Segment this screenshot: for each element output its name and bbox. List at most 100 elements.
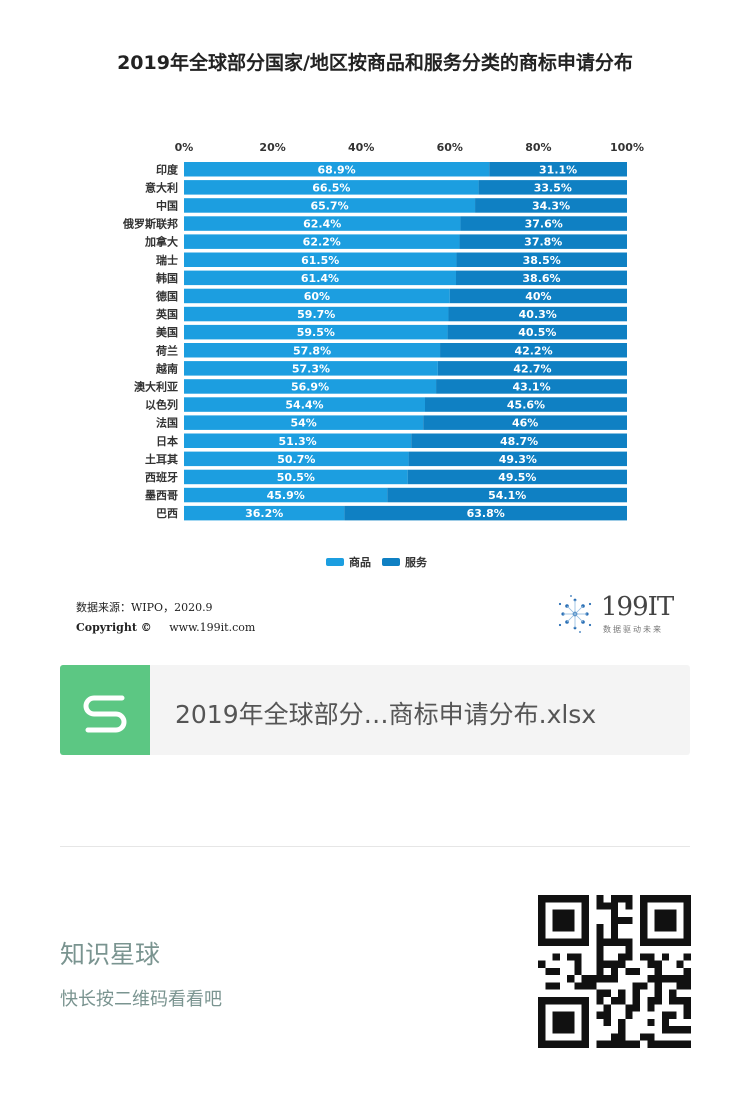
- data-label: 61.4%: [301, 272, 339, 285]
- bar-segment-services: [478, 180, 627, 195]
- bar-segment-services: [408, 451, 627, 467]
- data-label: 49.3%: [499, 453, 537, 466]
- bar-segment-goods: [184, 216, 461, 231]
- x-tick-label: 80%: [525, 141, 551, 154]
- file-name: 2019年全球部分…商标申请分布.xlsx: [175, 700, 597, 729]
- bar-segment-goods: [184, 306, 449, 322]
- data-label: 33.5%: [534, 181, 572, 194]
- category-label: 韩国: [156, 271, 178, 285]
- data-label: 45.6%: [507, 399, 545, 412]
- bar-segment-goods: [184, 252, 457, 267]
- data-label: 40.5%: [518, 326, 556, 339]
- bar-segment-services: [423, 415, 627, 430]
- data-label: 56.9%: [291, 380, 329, 393]
- bar-segment-goods: [184, 379, 437, 394]
- data-label: 61.5%: [301, 254, 339, 267]
- data-label: 54.4%: [285, 399, 323, 412]
- bar-segment-services: [437, 361, 627, 376]
- data-label: 40%: [525, 290, 551, 303]
- data-label: 49.5%: [498, 471, 536, 484]
- legend-label: 服务: [405, 555, 428, 569]
- category-label: 瑞士: [156, 253, 178, 267]
- data-label: 54.1%: [488, 489, 526, 502]
- bar-segment-goods: [184, 288, 450, 304]
- data-label: 62.2%: [303, 236, 341, 249]
- data-label: 50.7%: [277, 453, 315, 466]
- logo-199it: 199IT 数据驱动未来: [553, 592, 693, 636]
- copyright-line: Copyright © www.199it.com: [76, 618, 255, 638]
- category-label: 中国: [156, 198, 178, 212]
- x-tick-label: 40%: [348, 141, 374, 154]
- legend-swatch: [326, 558, 344, 566]
- data-label: 45.9%: [267, 489, 305, 502]
- data-label: 36.2%: [245, 507, 283, 520]
- bar-segment-services: [411, 433, 627, 448]
- category-label: 澳大利亚: [134, 379, 178, 393]
- dandelion-logo-icon: [558, 595, 592, 633]
- data-label: 34.3%: [532, 199, 570, 212]
- bar-segment-services: [449, 288, 627, 304]
- category-label: 加拿大: [144, 235, 178, 249]
- bar-segment-services: [489, 162, 627, 177]
- footer-title: 知识星球: [60, 940, 161, 969]
- category-label: 美国: [156, 325, 178, 339]
- category-label: 土耳其: [145, 452, 178, 466]
- bar-segment-services: [387, 487, 627, 503]
- bar-segment-goods: [184, 469, 408, 485]
- category-label: 墨西哥: [145, 489, 178, 502]
- legend-swatch: [382, 558, 400, 566]
- data-label: 54%: [290, 417, 316, 430]
- category-label: 德国: [155, 289, 178, 303]
- category-label: 俄罗斯联邦: [122, 217, 178, 231]
- bar-segment-services: [436, 379, 627, 394]
- data-label: 59.7%: [297, 308, 335, 321]
- category-label: 印度: [156, 162, 179, 176]
- data-label: 59.5%: [297, 326, 335, 339]
- spreadsheet-s-icon: [60, 665, 150, 755]
- bar-segment-services: [475, 198, 627, 213]
- copyright-label: Copyright ©: [76, 621, 152, 634]
- category-label: 法国: [156, 416, 178, 430]
- bar-segment-goods: [184, 162, 490, 177]
- x-tick-label: 0%: [175, 141, 194, 154]
- bar-segment-goods: [184, 451, 409, 467]
- data-label: 43.1%: [512, 380, 550, 393]
- data-label: 51.3%: [279, 435, 317, 448]
- copyright-url: www.199it.com: [169, 621, 256, 634]
- bar-segment-services: [447, 324, 627, 340]
- category-label: 意大利: [145, 180, 178, 194]
- data-label: 40.3%: [519, 308, 557, 321]
- bar-segment-goods: [184, 487, 388, 503]
- category-label: 日本: [156, 434, 178, 448]
- bar-segment-services: [440, 343, 627, 358]
- data-label: 62.4%: [303, 218, 341, 231]
- data-label: 48.7%: [500, 435, 538, 448]
- bar-segment-goods: [184, 433, 412, 448]
- data-label: 42.2%: [514, 344, 552, 357]
- logo-text: 199IT: [601, 592, 674, 622]
- bar-segment-goods: [184, 361, 438, 376]
- stacked-bar-chart: 0% 20% 40% 60% 80% 100% 印度 68.9% 31.1% 意大利 66.5% 33…: [122, 141, 644, 569]
- divider: [60, 846, 690, 847]
- data-label: 57.3%: [292, 362, 330, 375]
- category-label: 以色列: [145, 398, 178, 412]
- bar-segment-goods: [184, 505, 345, 521]
- chart-title: 2019年全球部分国家/地区按商品和服务分类的商标申请分布: [117, 52, 633, 74]
- bar-segment-goods: [184, 415, 424, 430]
- data-label: 68.9%: [318, 163, 356, 176]
- bar-segment-goods: [184, 234, 460, 249]
- data-label: 60%: [304, 290, 330, 303]
- qr-code-icon[interactable]: [538, 895, 691, 1048]
- bar-segment-goods: [184, 324, 448, 340]
- bar-segment-services: [344, 505, 627, 521]
- data-label: 31.1%: [539, 163, 577, 176]
- bar-segment-services: [448, 306, 627, 322]
- bar-segment-goods: [184, 397, 425, 412]
- legend-label: 商品: [349, 555, 371, 569]
- logo-tagline: 数据驱动未来: [603, 625, 663, 634]
- category-label: 荷兰: [155, 343, 178, 357]
- x-tick-label: 60%: [437, 141, 463, 154]
- data-label: 63.8%: [467, 507, 505, 520]
- file-attachment-card[interactable]: 2019年全球部分…商标申请分布.xlsx: [60, 665, 690, 755]
- bar-segment-goods: [184, 198, 476, 213]
